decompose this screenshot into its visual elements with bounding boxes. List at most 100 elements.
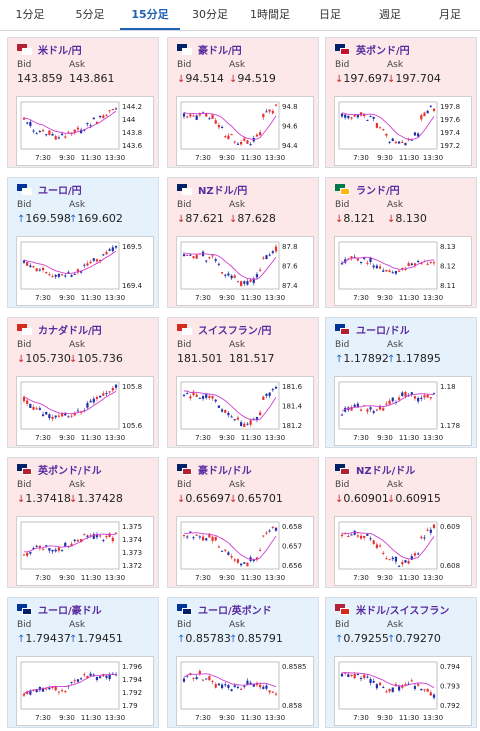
candle-body (429, 105, 432, 107)
mini-candle-chart[interactable]: 94.8 94.6 94.4 7:30 9:30 11:30 13:30 (176, 96, 314, 166)
currency-card[interactable]: スイスフラン/円 Bid Ask 181.501 181.517 181.6 18… (167, 317, 319, 448)
x-tick-label: 9:30 (219, 574, 235, 582)
candle-body (38, 408, 41, 410)
candle-body (426, 110, 429, 114)
mini-candle-chart[interactable]: 0.609 0.608 7:30 9:30 11:30 13:30 (334, 516, 472, 586)
ask-label: Ask (229, 620, 246, 630)
candle-body (227, 135, 230, 140)
currency-card[interactable]: 英ポンド/ドル Bid Ask ↓1.37418 ↓1.37428 1.375 1… (7, 457, 159, 588)
y-tick-label: 0.609 (440, 523, 460, 531)
tab-1[interactable]: 5分足 (75, 8, 105, 21)
candle-body (186, 675, 189, 677)
candle-body (60, 549, 64, 551)
pair-name[interactable]: ユーロ/豪ドル (38, 605, 102, 617)
mini-candle-chart[interactable]: 144.2 144 143.8 143.6 7:30 9:30 11:30 13:30 (16, 96, 154, 166)
mini-candle-chart[interactable]: 169.5 169.4 7:30 9:30 11:30 13:30 (16, 236, 154, 306)
y-tick-label: 143.8 (122, 129, 142, 137)
currency-card[interactable]: カナダドル/円 Bid Ask ↓105.730 ↓105.736 105.8 1… (7, 317, 159, 448)
candle-body (356, 535, 359, 537)
pair-name[interactable]: カナダドル/円 (38, 325, 102, 337)
mini-candle-chart[interactable]: 1.796 1.794 1.792 1.79 7:30 9:30 11:30 13:30 (16, 656, 154, 726)
candle-body (76, 540, 80, 542)
currency-card[interactable]: ユーロ/豪ドル Bid Ask ↑1.79437 ↑1.79451 1.796 1… (7, 597, 159, 728)
candle-body (205, 260, 208, 262)
currency-card[interactable]: 豪ドル/円 Bid Ask ↓94.514 ↓94.519 94.8 94.6 94… (167, 37, 319, 168)
x-tick-label: 11:30 (399, 574, 419, 582)
pair-name[interactable]: ユーロ/円 (38, 185, 82, 197)
pair-name[interactable]: ユーロ/英ポンド (198, 605, 272, 617)
pair-name[interactable]: 英ポンド/ドル (38, 465, 102, 477)
tab-5[interactable]: 日足 (319, 8, 341, 21)
tab-2[interactable]: 15分足 (120, 0, 180, 30)
currency-card[interactable]: ユーロ/ドル Bid Ask ↑1.17892 ↑1.17895 1.18 1.1… (325, 317, 477, 448)
label-row: Bid Ask (335, 340, 403, 350)
mini-candle-chart[interactable]: 8.13 8.12 8.11 7:30 9:30 11:30 13:30 (334, 236, 472, 306)
candle-body (413, 686, 417, 689)
pair-name[interactable]: NZドル/ドル (356, 465, 416, 477)
candle-body (89, 125, 92, 127)
y-tick-label: 181.4 (282, 403, 303, 411)
mini-candle-chart[interactable]: 105.8 105.6 7:30 9:30 11:30 13:30 (16, 376, 154, 446)
mini-candle-chart[interactable]: 87.8 87.6 87.4 7:30 9:30 11:30 13:30 (176, 236, 314, 306)
candle-body (356, 258, 359, 261)
y-tick-label: 0.792 (440, 702, 460, 710)
bid-label: Bid (335, 480, 350, 490)
mini-candle-chart[interactable]: 1.375 1.374 1.373 1.372 7:30 9:30 11:30 13:30 (16, 516, 154, 586)
candle-body (369, 116, 372, 118)
pair-name[interactable]: スイスフラン/円 (198, 325, 272, 337)
y-tick-label: 0.608 (440, 562, 460, 570)
mini-candle-chart[interactable]: 1.18 1.178 7:30 9:30 11:30 13:30 (334, 376, 472, 446)
tab-4[interactable]: 1時間足 (250, 8, 290, 21)
pair-name[interactable]: 米ドル/円 (38, 45, 82, 57)
candle-body (29, 690, 32, 695)
mini-candle-chart[interactable]: 181.6 181.4 181.2 7:30 9:30 11:30 13:30 (176, 376, 314, 446)
tab-3[interactable]: 30分足 (192, 8, 228, 21)
tab-0[interactable]: 1分足 (15, 8, 45, 21)
pair-name[interactable]: 豪ドル/円 (198, 45, 242, 57)
pair-name[interactable]: NZドル/円 (198, 185, 248, 197)
up-arrow-icon: ↑ (177, 634, 186, 645)
candle-body (262, 396, 265, 400)
pair-name[interactable]: ランド/円 (356, 185, 400, 197)
candle-body (92, 258, 95, 261)
tab-6[interactable]: 週足 (379, 8, 401, 21)
currency-card[interactable]: 英ポンド/円 Bid Ask ↓197.697 ↓197.704 197.8 19… (325, 37, 477, 168)
currency-card[interactable]: NZドル/円 Bid Ask ↓87.621 ↓87.628 87.8 87.6 8… (167, 177, 319, 308)
currency-card[interactable]: NZドル/ドル Bid Ask ↓0.60901 ↓0.60915 0.609 0… (325, 457, 477, 588)
mini-candle-chart[interactable]: 0.8585 0.858 7:30 9:30 11:30 13:30 (176, 656, 314, 726)
bid-price: 143.859 (17, 72, 63, 85)
candle-body (76, 410, 80, 412)
candle-body (48, 274, 51, 276)
pair-name[interactable]: 豪ドル/ドル (198, 465, 252, 477)
mini-candle-chart[interactable]: 0.794 0.793 0.792 7:30 9:30 11:30 13:30 (334, 656, 472, 726)
candle-body (48, 687, 51, 690)
tab-7[interactable]: 月足 (439, 8, 461, 21)
candle-body (198, 397, 201, 399)
pair-name[interactable]: 英ポンド/円 (356, 45, 410, 57)
x-tick-label: 9:30 (377, 154, 393, 162)
pair-name[interactable]: ユーロ/ドル (356, 325, 410, 337)
ask-label: Ask (387, 200, 404, 210)
candle-body (246, 562, 249, 567)
mini-candle-chart[interactable]: 197.8 197.6 197.4 197.2 7:30 9:30 11:30 13:30 (334, 96, 472, 166)
pair-name[interactable]: 米ドル/スイスフラン (356, 605, 450, 617)
currency-card[interactable]: 米ドル/スイスフラン Bid Ask ↑0.79255 ↑0.79270 0.7… (325, 597, 477, 728)
candle-body (274, 104, 278, 106)
mini-candle-chart[interactable]: 0.658 0.657 0.656 7:30 9:30 11:30 13:30 (176, 516, 314, 586)
moving-average-line (183, 673, 277, 688)
candle-body (189, 254, 192, 256)
flag-icon (177, 324, 192, 335)
currency-card[interactable]: ランド/円 Bid Ask ↓8.121 ↓8.130 8.13 8.12 8.11… (325, 177, 477, 308)
candle-body (359, 409, 363, 411)
y-tick-label: 169.4 (122, 282, 143, 290)
candle-body (385, 558, 388, 560)
currency-card[interactable]: ユーロ/円 Bid Ask ↑169.598 ↑169.602 169.5 169… (7, 177, 159, 308)
currency-card[interactable]: 豪ドル/ドル Bid Ask ↓0.65697 ↓0.65701 0.658 0.… (167, 457, 319, 588)
currency-card[interactable]: 米ドル/円 Bid Ask 143.859 143.861 144.2 144 14… (7, 37, 159, 168)
currency-card[interactable]: ユーロ/英ポンド Bid Ask ↑0.85783 ↑0.85791 0.858… (167, 597, 319, 728)
candle-body (76, 679, 80, 682)
chart-svg: 8.13 8.12 8.11 7:30 9:30 11:30 13:30 (338, 241, 456, 302)
candle-body (385, 691, 388, 693)
ask-label: Ask (69, 340, 86, 350)
candle-body (243, 138, 246, 141)
